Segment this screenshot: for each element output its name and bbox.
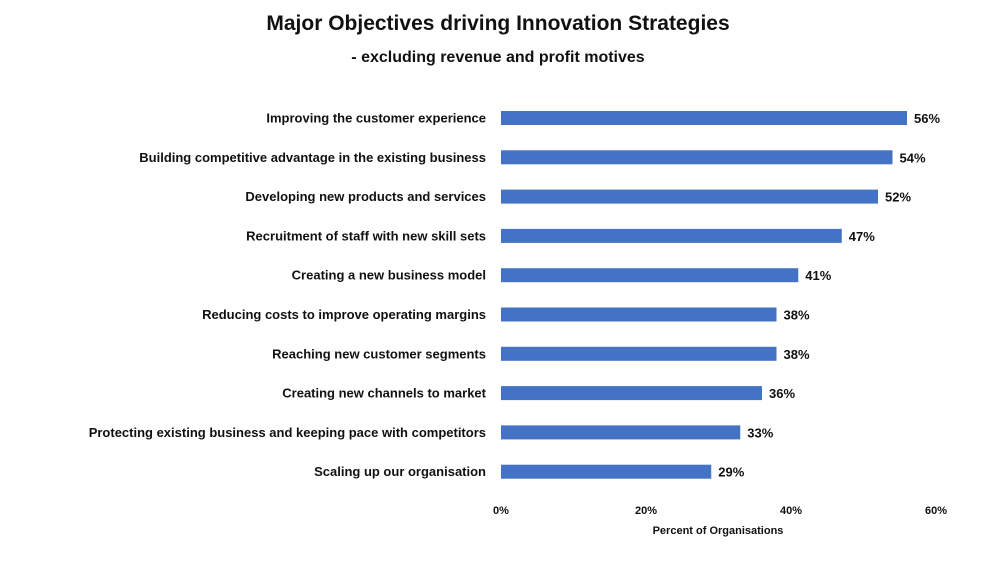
data-labels: 56% 54% 52% 47% 41% 38% 38% 36% 33% 29% <box>718 111 940 480</box>
x-tick-label: 0% <box>493 505 509 517</box>
bar-protecting-existing-business-and-keeping-pace-with-competitors <box>501 425 741 440</box>
data-label: 56% <box>914 111 940 126</box>
category-label: Developing new products and services <box>245 189 486 204</box>
chart-subtitle: - excluding revenue and profit motives <box>351 49 645 66</box>
bar-building-competitive-advantage-in-the-existing-business <box>501 150 893 165</box>
bar-reducing-costs-to-improve-operating-margins <box>501 307 777 322</box>
bar-scaling-up-our-organisation <box>501 464 712 479</box>
data-label: 52% <box>885 190 911 205</box>
category-label: Reaching new customer segments <box>272 346 486 361</box>
category-label: Protecting existing business and keeping… <box>89 425 486 440</box>
category-label: Recruitment of staff with new skill sets <box>246 228 486 243</box>
x-tick-label: 60% <box>925 505 947 517</box>
category-labels: Improving the customer experience Buildin… <box>89 111 487 480</box>
bar-reaching-new-customer-segments <box>501 346 777 361</box>
bar-creating-a-new-business-model <box>501 268 799 283</box>
category-label: Building competitive advantage in the ex… <box>139 150 486 165</box>
category-label: Creating new channels to market <box>282 386 486 401</box>
x-axis-title: Percent of Organisations <box>653 525 784 537</box>
data-label: 36% <box>769 386 795 401</box>
category-label: Scaling up our organisation <box>314 464 486 479</box>
data-label: 29% <box>718 465 744 480</box>
x-axis-ticks: 0% 20% 40% 60% <box>493 505 947 517</box>
chart-title: Major Objectives driving Innovation Stra… <box>266 12 730 35</box>
bars-group <box>501 111 907 479</box>
category-label: Improving the customer experience <box>266 111 486 126</box>
data-label: 38% <box>784 308 810 323</box>
data-label: 33% <box>747 425 773 440</box>
bar-recruitment-of-staff-with-new-skill-sets <box>501 228 842 243</box>
data-label: 47% <box>849 229 875 244</box>
bar-improving-the-customer-experience <box>501 111 907 125</box>
category-label: Reducing costs to improve operating marg… <box>202 307 486 322</box>
bar-developing-new-products-and-services <box>501 189 878 204</box>
category-label: Creating a new business model <box>292 268 486 283</box>
data-label: 54% <box>900 150 926 165</box>
x-tick-label: 20% <box>635 505 657 517</box>
x-tick-label: 40% <box>780 505 802 517</box>
bar-creating-new-channels-to-market <box>501 386 762 401</box>
data-label: 38% <box>784 347 810 362</box>
data-label: 41% <box>805 268 831 283</box>
